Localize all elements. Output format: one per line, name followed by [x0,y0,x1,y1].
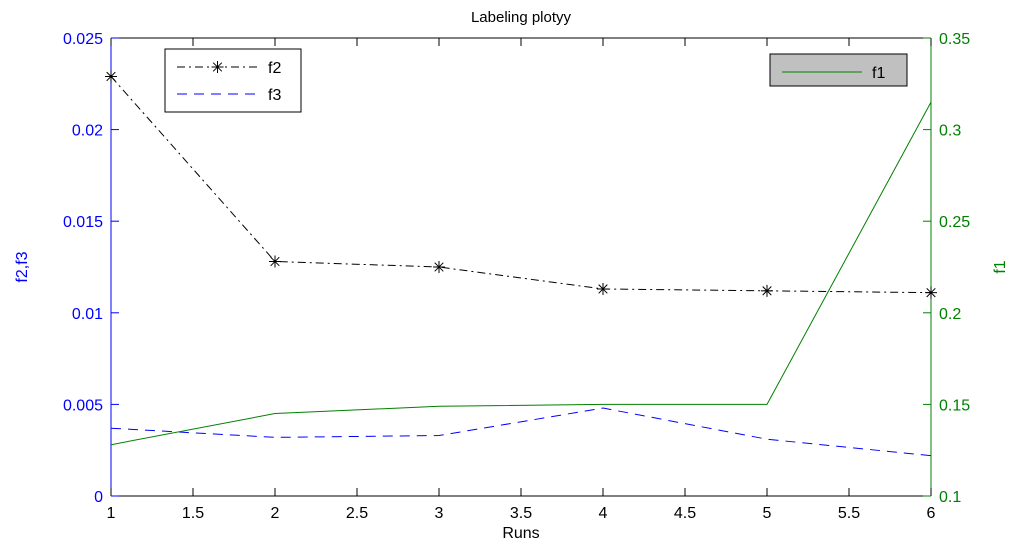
legend-box [164,48,302,113]
legend-top-left: f2 f3 [164,48,302,113]
left-y-tick-label: 0 [94,489,103,506]
left-y-tick-label: 0.01 [72,306,103,323]
series-marker-f2 [761,284,773,297]
x-tick-label: 4.5 [674,505,696,522]
x-tick-label: 3.5 [510,505,532,522]
x-tick-label: 4 [599,505,608,522]
series-marker-f2 [597,282,609,295]
x-tick-label: 2 [271,505,280,522]
right-y-tick-label: 0.25 [939,214,970,231]
right-y-tick-label: 0.35 [939,31,970,48]
series-layer [105,70,937,457]
series-marker-f2 [925,286,937,299]
left-y-tick-label: 0.015 [63,214,103,231]
legend-box [769,53,908,87]
legend-marker-f2 [211,61,224,73]
series-marker-f2 [269,255,281,268]
series-line-f3 [110,407,932,457]
axes-layer: 1 1.5 2 2.5 3 3.5 4 4.5 5 5.5 6 0 0.005 0.01 0.015 0.02… [63,31,970,522]
series-marker-f2 [433,261,445,273]
x-tick-label: 1 [107,505,116,522]
chart-title: Labeling plotyy [471,9,572,26]
right-y-tick-label: 0.2 [939,306,961,323]
right-y-tick-label: 0.15 [939,397,970,414]
legend-label-f2: f2 [268,60,281,77]
series-marker-f2 [105,70,117,83]
legend-top-right: f1 [769,53,908,87]
series-line-f1 [110,101,932,446]
series-line-f2 [110,76,932,294]
legend-layer: f2 f3 f1 [164,48,908,113]
x-tick-label: 2.5 [346,505,368,522]
right-y-tick-label: 0.1 [939,489,961,506]
right-axis-label: f1 [992,260,1009,273]
x-tick-label: 3 [435,505,444,522]
x-tick-label: 5.5 [838,505,860,522]
right-y-tick-label: 0.3 [939,123,961,140]
legend-label-f1: f1 [872,65,885,82]
legend-label-f3: f3 [268,87,281,104]
x-tick-label: 6 [927,505,936,522]
x-tick-label: 5 [763,505,772,522]
left-y-tick-label: 0.025 [63,31,103,48]
left-y-tick-label: 0.005 [63,397,103,414]
x-tick-label: 1.5 [182,505,204,522]
x-axis-label: Runs [502,525,539,542]
left-y-tick-label: 0.02 [72,123,103,140]
left-axis-label: f2,f3 [14,251,31,282]
